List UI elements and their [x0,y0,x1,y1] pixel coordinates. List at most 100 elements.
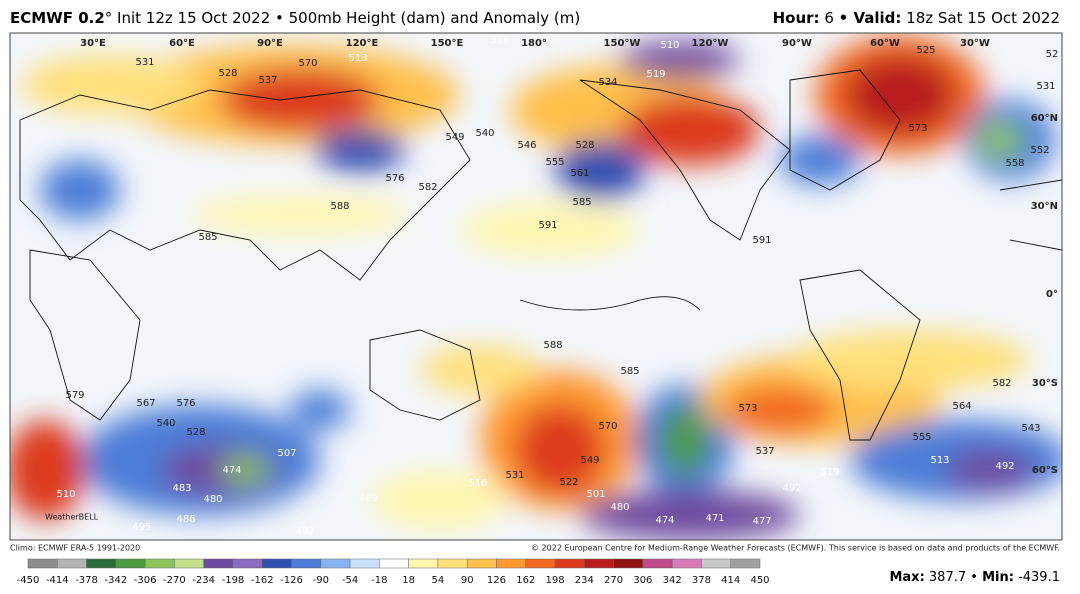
contour-label: 528 [575,140,594,151]
contour-label: 510 [660,40,679,51]
longitude-label: 90°W [782,38,812,49]
contour-label: 52 [1046,49,1059,60]
min: -439.1 [1018,570,1060,585]
header: ECMWF 0.2° Init 12z 15 Oct 2022 • 500mb … [10,9,1060,27]
contour-label: 513 [348,53,367,64]
contour-label: 579 [65,390,84,401]
contour-label: 492 [295,526,314,537]
longitude-label: 180° [521,38,547,49]
colorbar-tick-label: -450 [17,575,40,586]
subtitle: ° Init 12z 15 Oct 2022 • 500mb Height (d… [105,9,580,27]
colorbar-tick-label: -126 [280,575,303,586]
contour-label: 570 [298,58,317,69]
colorbar-tick-label: 270 [604,575,623,586]
valid-label: • Valid: [839,9,902,27]
contour-label: 564 [952,401,971,412]
map-labels: WeatherBELL 30°E 60°E 90°E 120°E 150°E 180° 15… [45,35,1058,537]
colorbar-swatch [232,558,263,569]
coastlines [19,69,1062,441]
longitude-label: 120°W [692,38,729,49]
contour-label: 507 [277,448,296,459]
contour-label: 489 [358,493,377,504]
map [10,33,1062,540]
colorbar-swatch [525,558,556,569]
longitude-label: 30°W [960,38,990,49]
colorbar-swatch [437,558,468,569]
contour-label: 588 [543,340,562,351]
colorbar-tick-label: 90 [461,575,474,586]
separator: • [970,570,978,585]
contour-label: 591 [538,220,557,231]
contour-label: 549 [580,455,599,466]
colorbar-tick-label: 450 [750,575,769,586]
colorbar-tick-label: -342 [104,575,127,586]
valid-line: Hour: 6 • Valid: 18z Sat 15 Oct 2022 [773,9,1060,27]
contour-label: 480 [610,502,629,513]
contour-label: 492 [995,461,1014,472]
contour-label: 480 [203,494,222,505]
colorbar-swatch [730,558,761,569]
contour-label: 570 [598,421,617,432]
max: 387.7 [929,570,966,585]
colorbar-tick-label: 414 [721,575,740,586]
latitude-label: 60°N [1031,113,1058,124]
contour-label: 531 [135,57,154,68]
longitude-label: 120°E [346,38,379,49]
latitude-label: 30°N [1031,201,1058,212]
colorbar-tick-label: -306 [134,575,157,586]
colorbar-tick-label: 342 [663,575,682,586]
colorbar-tick-label: -162 [251,575,274,586]
contour-label: 513 [930,455,949,466]
colorbar-swatch [408,558,439,569]
contour-label: 516 [468,478,487,489]
contour-label: 555 [545,157,564,168]
colorbar-swatch [203,558,234,569]
contour-label: 519 [820,467,839,478]
longitude-label: 30°E [80,38,106,49]
watermark: WeatherBELL [45,513,99,522]
contour-label: 510 [56,489,75,500]
colorbar-swatch [466,558,497,569]
contour-label: 522 [559,477,578,488]
colorbar-swatch [379,558,409,569]
contour-label: 585 [572,197,591,208]
max-label: Max: [889,570,924,585]
contour-label: 540 [475,128,494,139]
footer: Climo: ECMWF ERA-5 1991-2020 © 2022 Euro… [10,544,1060,585]
colorbar-tick-label: 234 [575,575,594,586]
colorbar-swatch [144,558,175,569]
contour-label: 492 [782,483,801,494]
colorbar-tick-label: -378 [75,575,98,586]
colorbar-swatch [27,558,58,569]
contour-label: 561 [570,168,589,179]
contour-label: 534 [598,77,617,88]
contour-label: 528 [218,68,237,79]
contour-label: 585 [620,366,639,377]
colorbar-swatch [86,558,117,569]
longitude-label: 60°E [169,38,195,49]
colorbar-tick-label: -54 [342,575,358,586]
colorbar-tick-label: -234 [192,575,215,586]
valid: 18z Sat 15 Oct 2022 [906,9,1060,27]
max-min: Max: 387.7 • Min: -439.1 [889,570,1060,585]
contour-label: 516 [490,35,509,46]
contour-label: 567 [136,398,155,409]
contour-label: 537 [755,446,774,457]
longitude-label: 90°E [257,38,283,49]
colorbar-swatch [701,558,731,569]
contour-label: 573 [738,403,757,414]
colorbar-tick-label: 378 [692,575,711,586]
contour-label: 519 [646,69,665,80]
colorbar-swatch [642,558,673,569]
contour-label: 525 [916,45,935,56]
colorbar-tick-label: -414 [46,575,69,586]
contour-label: 555 [912,432,931,443]
contour-label: 573 [908,123,927,134]
longitude-label: 150°E [431,38,464,49]
colorbar-swatch [671,558,702,569]
colorbar-swatch [613,558,644,569]
colorbar-tick-label: 162 [516,575,535,586]
colorbar-swatch [554,558,585,569]
colorbar-tick-label: -270 [163,575,186,586]
